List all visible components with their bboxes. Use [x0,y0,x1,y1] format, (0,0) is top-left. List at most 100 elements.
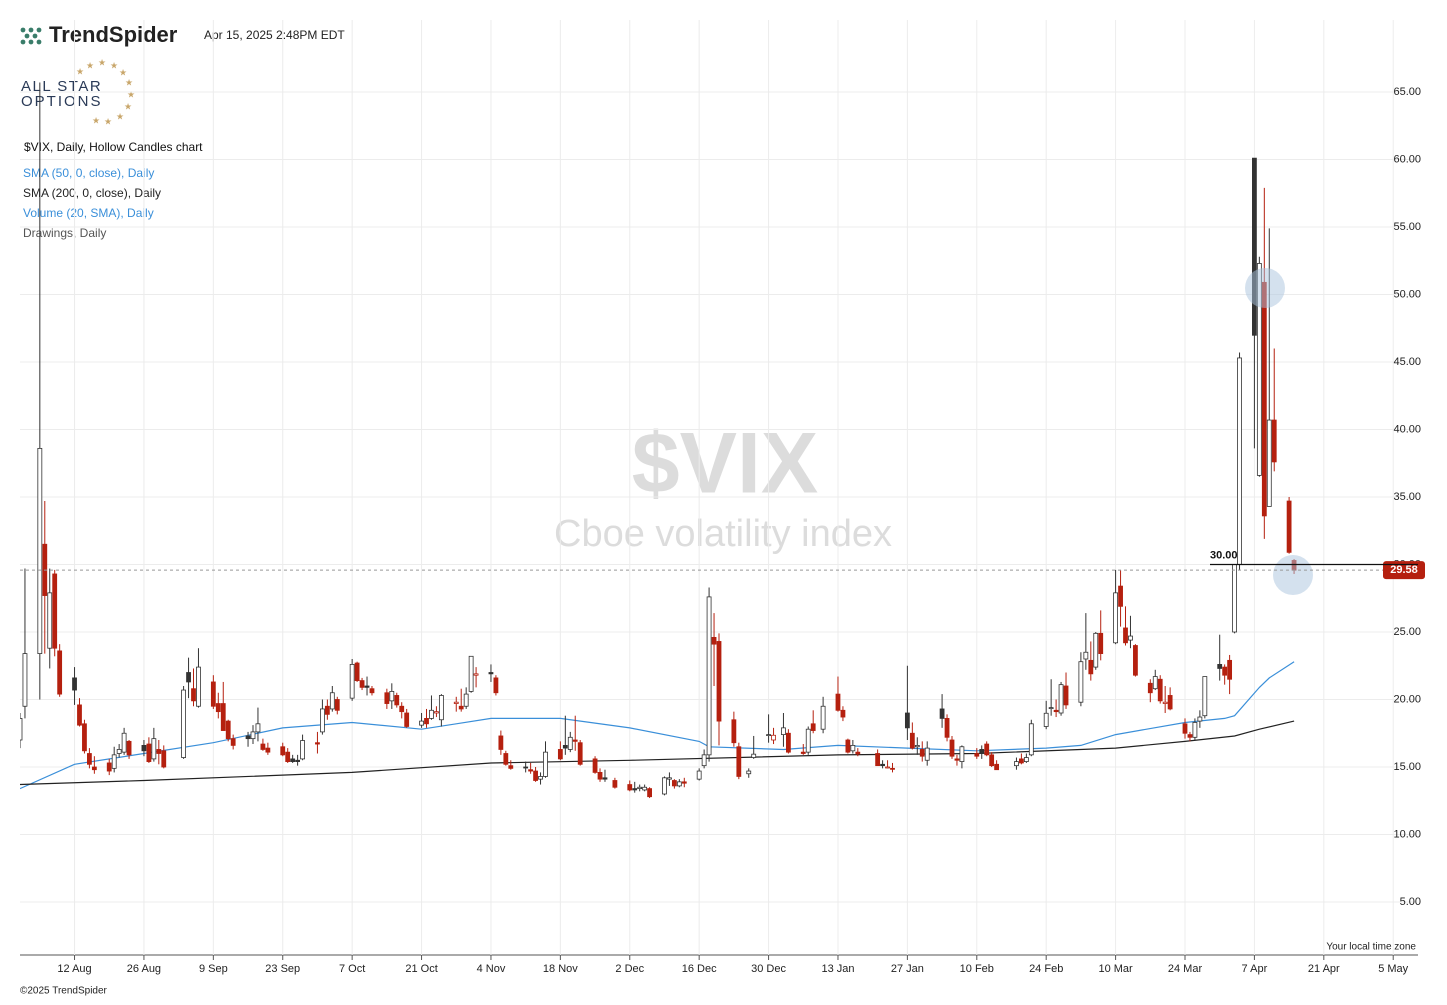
y-tick-label: 50.00 [1393,288,1421,300]
candle-body [156,749,162,754]
candle-body [771,734,776,741]
candle-body [642,786,648,791]
candle-body [1113,592,1118,644]
y-tick-label: 65.00 [1393,86,1421,98]
x-tick-label: 2 Dec [615,963,644,975]
candle-body [424,718,429,725]
candle-body [1019,758,1024,764]
candle-body [191,688,196,702]
candle-body [1157,678,1163,702]
legend-entry: SMA (200, 0, close), Daily [23,186,161,200]
candle-body [681,781,687,784]
candle-body [126,740,132,756]
candle-body [850,745,856,752]
candle-body [419,720,424,726]
y-tick-label: 60.00 [1393,153,1421,165]
candle-body [1043,712,1049,727]
candle-body [914,745,920,748]
timestamp: Apr 15, 2025 2:48PM EDT [204,28,345,42]
candle-body [1098,632,1104,654]
candle-body [1123,627,1128,644]
candle-body [1167,695,1173,710]
candle-body [116,749,122,754]
candle-body [394,695,400,706]
candle-body [840,709,846,718]
candle-body [1118,585,1123,607]
drawing-circle [1245,268,1285,308]
candle-body [746,770,752,775]
candle-body [215,703,221,713]
candle-body [250,731,256,740]
svg-text:★: ★ [76,66,84,76]
candle-body [671,780,677,787]
legend-entry: Drawings, Daily [23,226,106,240]
candle-body [1256,263,1262,476]
candle-body [503,753,509,765]
candle-body [468,655,474,692]
candle-body [939,708,945,719]
candle-body [1053,709,1059,713]
candle-body [612,780,618,788]
candle-body [364,685,370,688]
candle-body [1232,564,1237,633]
candle-body [324,705,330,715]
watermark: $VIX [632,416,818,512]
candle-body [151,738,157,760]
candle-body [1202,676,1208,717]
candle-body [1197,716,1203,722]
svg-text:★: ★ [127,89,135,99]
candle-body [320,708,325,733]
candle-body [711,637,717,645]
svg-text:★: ★ [92,115,100,125]
candle-body [295,759,301,763]
svg-text:★: ★ [124,101,132,111]
candle-body [533,770,538,781]
candle-body [944,718,950,738]
candle-body [1286,500,1292,553]
svg-text:★: ★ [104,116,112,126]
x-tick-label: 30 Dec [751,963,786,975]
candle-body [186,672,191,683]
x-tick-label: 7 Apr [1242,963,1268,975]
candle-body [315,742,320,745]
legend-entry: Volume (20, SMA), Daily [23,206,154,220]
candle-body [1162,701,1168,704]
candle-body [835,693,841,711]
candle-body [751,753,757,758]
candle-body [121,732,127,753]
y-tick-label: 45.00 [1393,356,1421,368]
candle-body [498,735,504,750]
candle-body [52,573,58,649]
candle-body [1088,659,1094,675]
candle-body [329,692,335,710]
timezone-note: Your local time zone [1326,942,1416,953]
svg-text:★: ★ [116,111,124,121]
brand: TrendSpider [49,22,178,47]
candle-body [57,650,63,695]
candle-body [662,777,667,795]
candle-body [245,735,251,740]
candle-body [1063,685,1069,706]
candle-body [523,766,529,769]
candle-body [20,718,23,741]
candle-body [453,701,459,704]
candle-body [488,672,494,675]
candle-body [349,664,355,699]
x-tick-label: 27 Jan [891,963,924,975]
candle-body [1252,157,1257,336]
candle-body [562,745,568,749]
x-tick-label: 10 Feb [960,963,994,975]
candle-body [1023,757,1029,762]
legend-entry: SMA (50, 0, close), Daily [23,166,154,180]
x-tick-label: 5 May [1378,963,1408,975]
candle-body [285,751,291,763]
candle-body [260,743,266,750]
candle-body [919,749,925,757]
candle-body [766,734,771,736]
x-tick-label: 13 Jan [821,963,854,975]
x-tick-label: 9 Sep [199,963,228,975]
candle-body [438,695,444,721]
logo-text: ALL STAR [21,78,102,95]
candle-body [389,691,395,702]
